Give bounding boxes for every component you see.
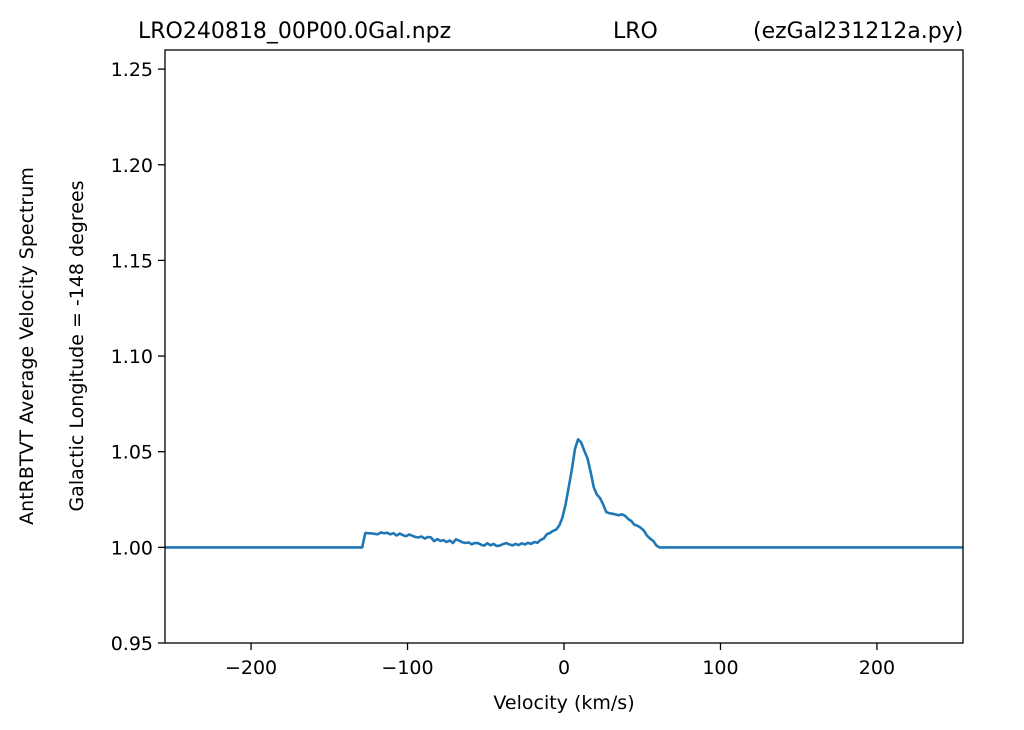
plot-frame bbox=[164, 49, 964, 644]
x-axis-label: Velocity (km/s) bbox=[493, 692, 634, 714]
y-tick-label: 0.95 bbox=[111, 633, 153, 655]
y-axis-ticks: 0.95 1.00 1.05 1.10 1.15 1.20 1.25 bbox=[111, 59, 165, 655]
x-tick-label: 100 bbox=[702, 657, 738, 679]
x-axis-ticks: −200 −100 0 100 200 bbox=[225, 643, 895, 679]
y-tick-label: 1.20 bbox=[111, 155, 153, 177]
y-axis-label-inner: Galactic Longitude = -148 degrees bbox=[66, 180, 88, 511]
y-tick-label: 1.25 bbox=[111, 59, 153, 81]
y-tick-label: 1.05 bbox=[111, 442, 153, 464]
title-right: (ezGal231212a.py) bbox=[753, 19, 963, 44]
y-tick-label: 1.10 bbox=[111, 346, 153, 368]
plot-area bbox=[165, 50, 963, 643]
title-left: LRO240818_00P00.0Gal.npz bbox=[138, 19, 451, 44]
x-tick-label: −100 bbox=[381, 657, 433, 679]
y-tick-label: 1.15 bbox=[111, 250, 153, 272]
y-axis-label-outer: AntRBTVT Average Velocity Spectrum bbox=[16, 167, 38, 525]
x-tick-label: −200 bbox=[225, 657, 277, 679]
x-tick-label: 0 bbox=[558, 657, 570, 679]
series-line bbox=[165, 438, 963, 549]
x-tick-label: 200 bbox=[859, 657, 895, 679]
title-center: LRO bbox=[613, 19, 658, 44]
y-tick-label: 1.00 bbox=[111, 537, 153, 559]
